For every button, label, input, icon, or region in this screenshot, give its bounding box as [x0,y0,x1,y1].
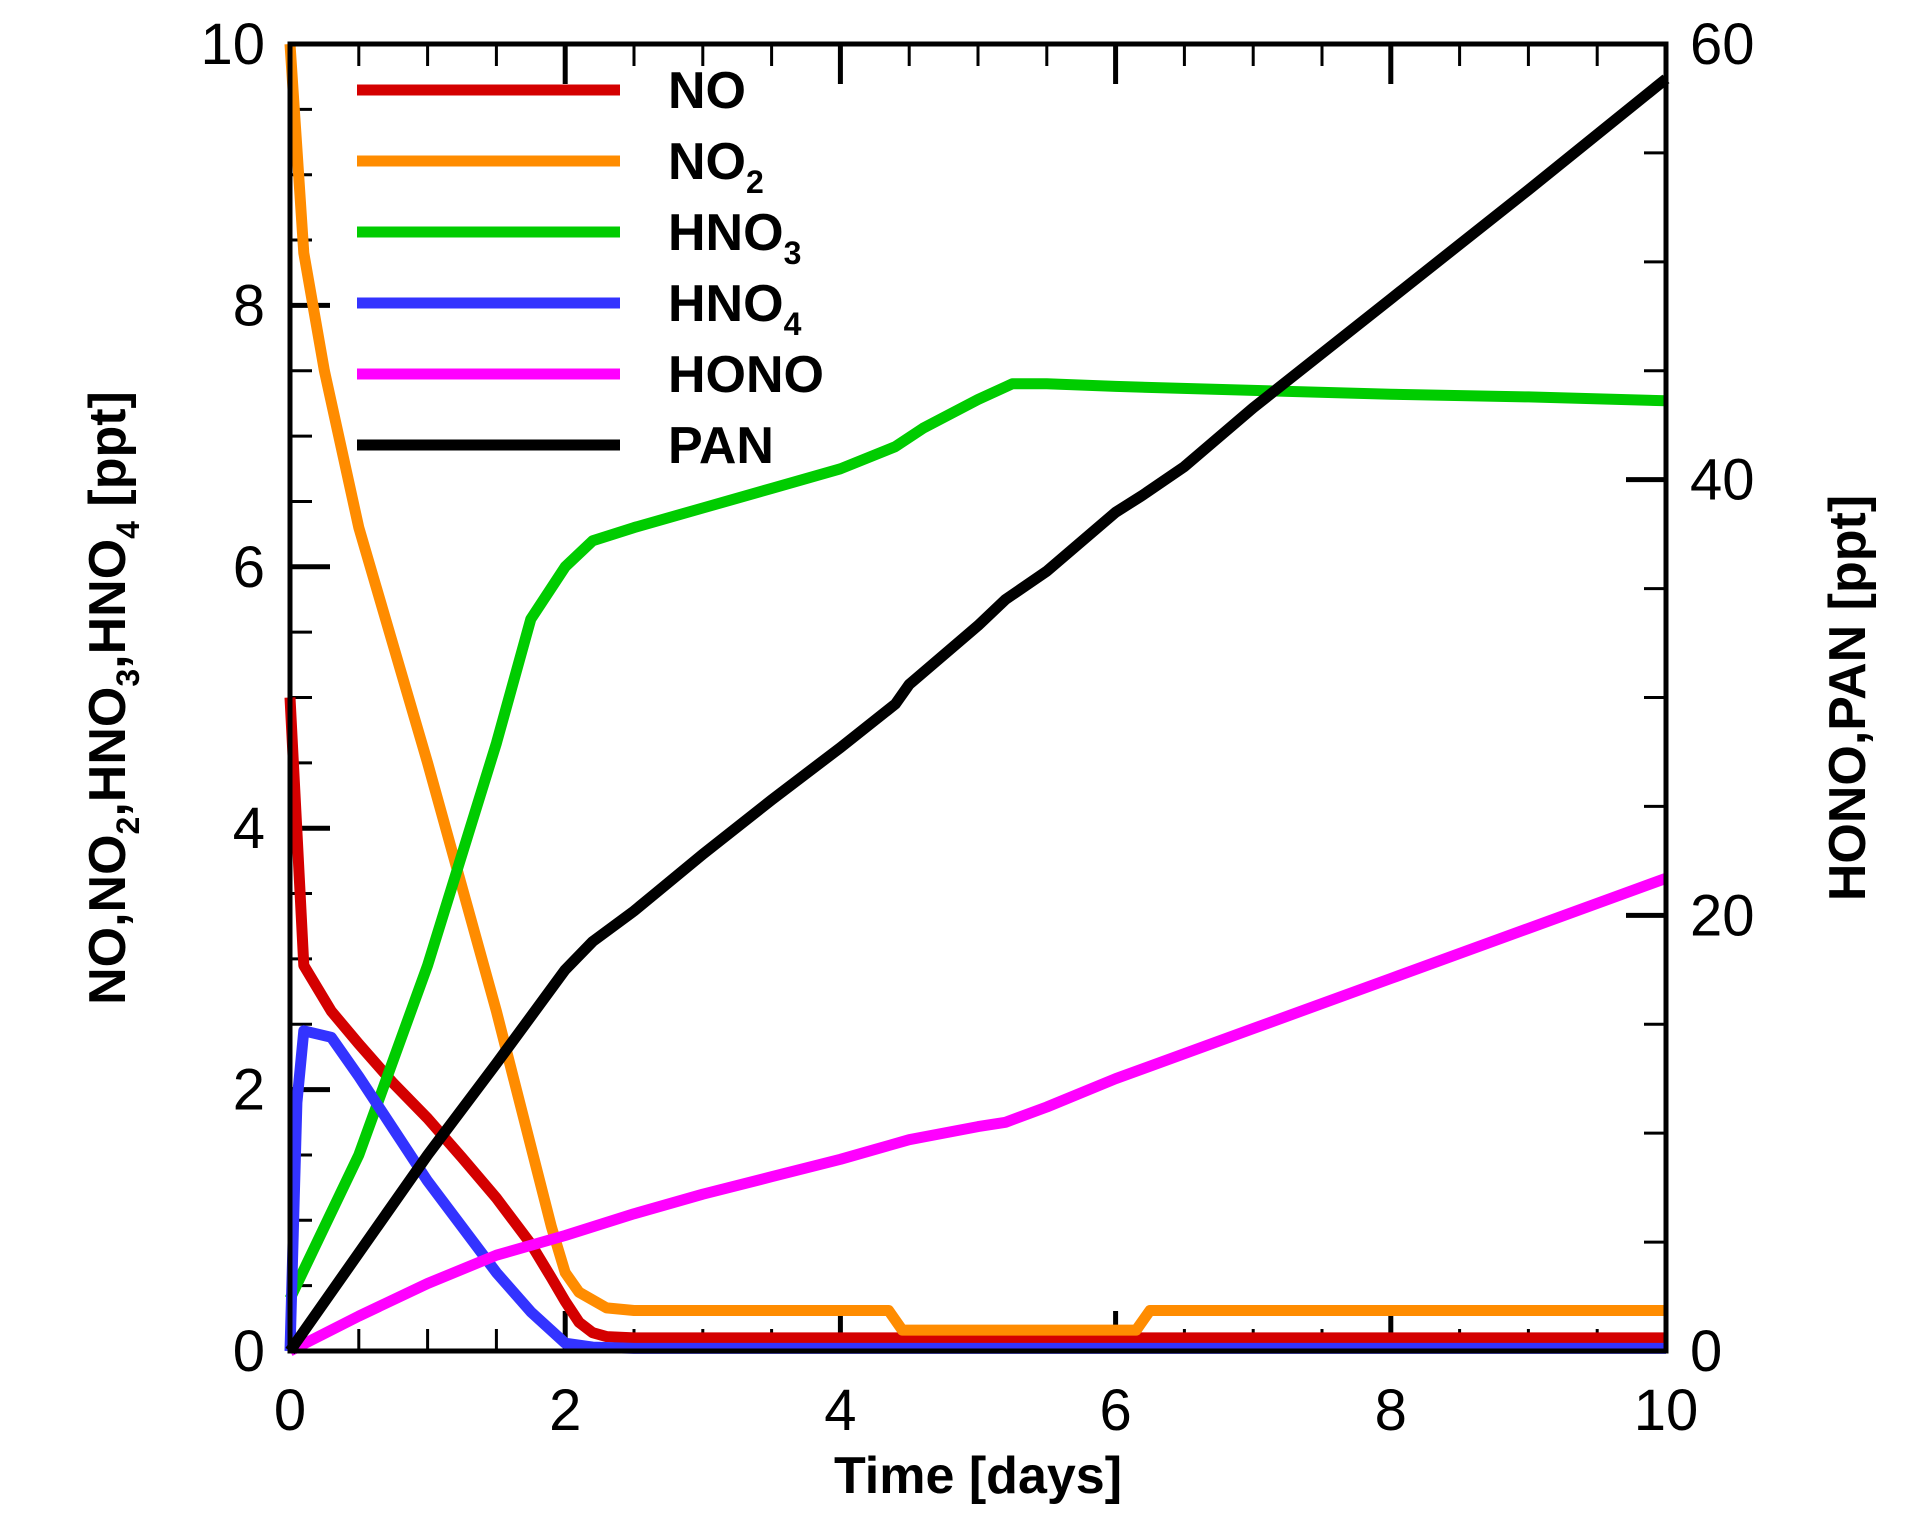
x-tick-label: 6 [1099,1378,1131,1443]
legend-label-hono: HONO [668,346,824,404]
plot-frame [287,41,1669,1354]
legend-label-hno3: HNO3 [668,204,801,271]
y-left-tick-label: 6 [233,535,265,600]
series-line-no2 [284,43,1666,1336]
y-axis-left-title: NO,NO2,HNO3,HNO4 [ppt] [79,391,146,1005]
y-axis-right-title: HONO,PAN [ppt] [1819,495,1877,901]
legend-label-no2: NO2 [668,133,764,200]
series-line-pan [285,74,1670,1355]
x-tick-label: 2 [549,1378,581,1443]
legend-label-no: NO [668,62,746,120]
y-right-tick-label: 40 [1690,448,1755,513]
y-left-tick-label: 4 [233,796,265,861]
y-left-tick-label: 0 [233,1319,265,1384]
series-line-no [284,697,1666,1344]
x-tick-label: 8 [1375,1378,1407,1443]
y-left-tick-label: 2 [233,1058,265,1123]
y-left-tick-label: 10 [200,12,265,77]
x-axis-title: Time [days] [834,1447,1122,1505]
x-tick-label: 4 [824,1378,856,1443]
y-right-tick-label: 20 [1690,883,1755,948]
y-right-tick-label: 60 [1690,12,1755,77]
legend-label-pan: PAN [668,417,774,475]
y-right-tick-label: 0 [1690,1319,1722,1384]
series-line-hno4 [284,1025,1666,1354]
y-left-tick-label: 8 [233,273,265,338]
series-line-hno3 [285,378,1667,1302]
x-tick-label: 10 [1634,1378,1699,1443]
x-tick-label: 0 [274,1378,306,1443]
legend-label-hno4: HNO4 [668,275,802,342]
series-layer [284,43,1670,1356]
series-line-hono [287,873,1668,1356]
